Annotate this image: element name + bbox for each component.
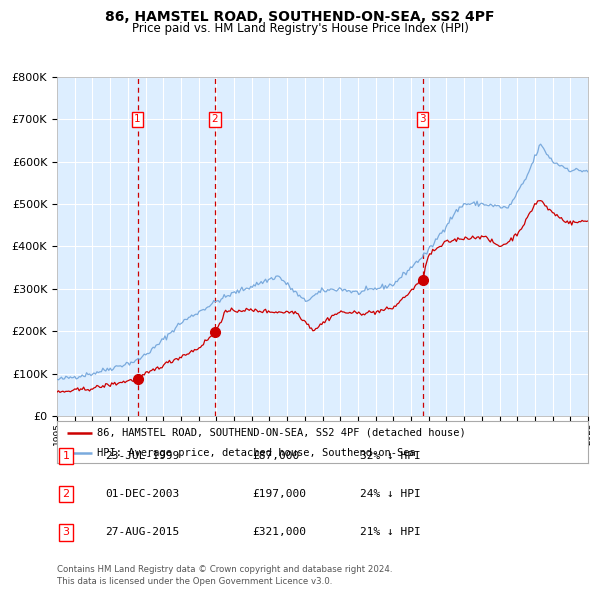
Text: This data is licensed under the Open Government Licence v3.0.: This data is licensed under the Open Gov… xyxy=(57,577,332,586)
Text: £197,000: £197,000 xyxy=(252,489,306,499)
Text: 01-DEC-2003: 01-DEC-2003 xyxy=(105,489,179,499)
Text: 24% ↓ HPI: 24% ↓ HPI xyxy=(360,489,421,499)
Text: Price paid vs. HM Land Registry's House Price Index (HPI): Price paid vs. HM Land Registry's House … xyxy=(131,22,469,35)
Text: £321,000: £321,000 xyxy=(252,527,306,537)
Text: 1: 1 xyxy=(134,114,141,124)
Text: 1: 1 xyxy=(62,451,70,461)
Text: 21% ↓ HPI: 21% ↓ HPI xyxy=(360,527,421,537)
Text: £87,000: £87,000 xyxy=(252,451,299,461)
Text: 2: 2 xyxy=(212,114,218,124)
Text: 32% ↓ HPI: 32% ↓ HPI xyxy=(360,451,421,461)
Text: 3: 3 xyxy=(419,114,426,124)
Text: 86, HAMSTEL ROAD, SOUTHEND-ON-SEA, SS2 4PF (detached house): 86, HAMSTEL ROAD, SOUTHEND-ON-SEA, SS2 4… xyxy=(97,428,466,438)
Text: 2: 2 xyxy=(62,489,70,499)
Text: HPI: Average price, detached house, Southend-on-Sea: HPI: Average price, detached house, Sout… xyxy=(97,448,416,457)
Text: 23-JUL-1999: 23-JUL-1999 xyxy=(105,451,179,461)
Text: Contains HM Land Registry data © Crown copyright and database right 2024.: Contains HM Land Registry data © Crown c… xyxy=(57,565,392,574)
Text: 27-AUG-2015: 27-AUG-2015 xyxy=(105,527,179,537)
Text: 86, HAMSTEL ROAD, SOUTHEND-ON-SEA, SS2 4PF: 86, HAMSTEL ROAD, SOUTHEND-ON-SEA, SS2 4… xyxy=(105,10,495,24)
Text: 3: 3 xyxy=(62,527,70,537)
